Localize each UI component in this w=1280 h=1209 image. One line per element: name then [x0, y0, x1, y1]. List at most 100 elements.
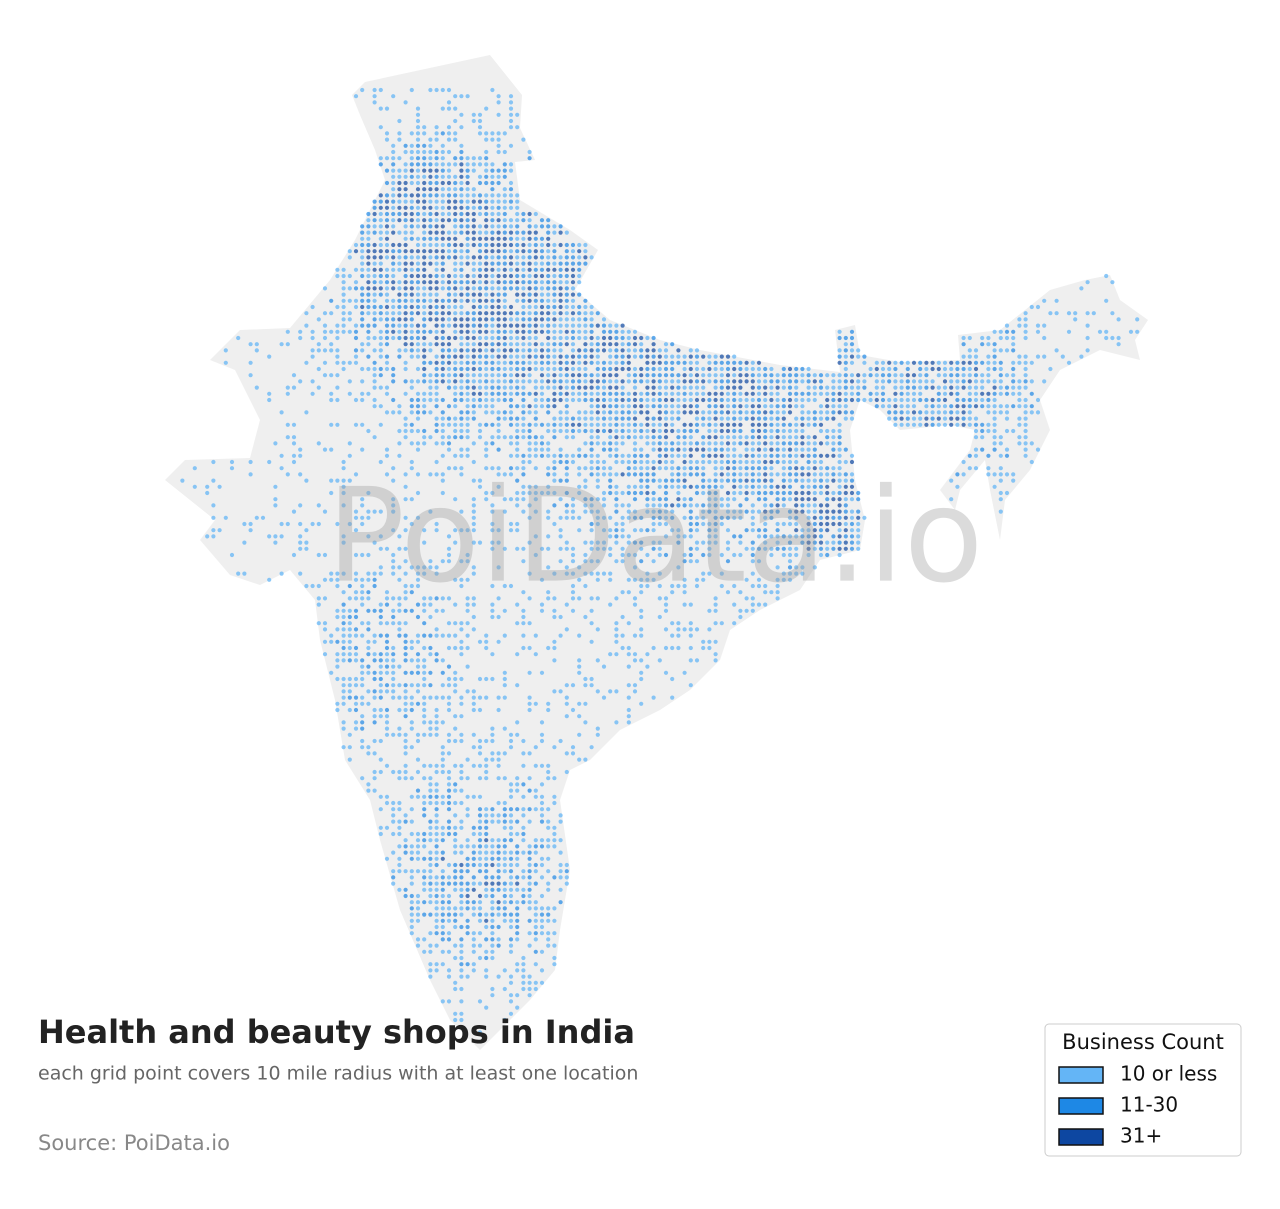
grid-point: [521, 236, 526, 241]
grid-point: [496, 862, 501, 868]
grid-point: [608, 360, 613, 365]
grid-point: [570, 311, 576, 316]
grid-point: [403, 273, 408, 279]
grid-point: [360, 521, 365, 527]
grid-point: [639, 658, 644, 663]
grid-point: [725, 497, 731, 502]
grid-point: [384, 602, 390, 607]
grid-point: [911, 379, 917, 384]
grid-point: [639, 478, 644, 483]
grid-point: [397, 627, 402, 632]
grid-point: [583, 757, 588, 762]
grid-point: [434, 125, 439, 130]
grid-point: [397, 242, 402, 248]
grid-point: [552, 776, 557, 781]
grid-point: [434, 528, 439, 533]
grid-point: [831, 540, 836, 545]
grid-point: [490, 422, 495, 427]
grid-point: [670, 404, 675, 409]
grid-point: [856, 385, 861, 390]
grid-point: [713, 397, 718, 403]
grid-point: [521, 590, 526, 595]
grid-point: [515, 354, 520, 359]
grid-point: [837, 354, 842, 359]
grid-point: [341, 645, 346, 651]
grid-point: [657, 552, 662, 558]
grid-point: [422, 180, 427, 186]
grid-point: [477, 342, 483, 347]
grid-point: [818, 509, 824, 514]
grid-point: [682, 552, 687, 558]
grid-point: [459, 862, 464, 868]
grid-point: [496, 174, 501, 179]
grid-point: [508, 273, 514, 279]
grid-point: [353, 528, 359, 533]
grid-point: [428, 782, 433, 787]
grid-point: [589, 354, 594, 359]
grid-point: [403, 366, 408, 372]
grid-point: [353, 286, 359, 291]
grid-point: [1023, 410, 1028, 415]
grid-point: [384, 652, 390, 657]
grid-point: [756, 478, 762, 483]
grid-point: [787, 521, 793, 527]
grid-point: [539, 602, 545, 607]
grid-point: [539, 267, 545, 272]
grid-point: [502, 887, 507, 892]
grid-point: [360, 267, 365, 272]
grid-point: [651, 645, 656, 651]
grid-point: [601, 490, 607, 496]
grid-point: [508, 112, 514, 117]
grid-point: [738, 453, 743, 458]
grid-point: [372, 360, 377, 365]
grid-point: [422, 887, 427, 892]
grid-point: [378, 664, 383, 669]
grid-point: [663, 379, 669, 384]
grid-point: [639, 577, 644, 582]
grid-point: [595, 559, 600, 564]
grid-point: [825, 540, 830, 545]
grid-point: [843, 410, 848, 415]
grid-point: [502, 224, 507, 229]
grid-point: [508, 366, 514, 372]
grid-point: [471, 242, 476, 248]
grid-point: [515, 652, 520, 657]
grid-point: [446, 707, 452, 713]
grid-point: [527, 571, 532, 576]
grid-point: [397, 323, 402, 328]
grid-point: [459, 472, 464, 477]
grid-point: [787, 515, 793, 520]
grid-point: [713, 360, 718, 365]
grid-point: [391, 193, 396, 198]
grid-point: [428, 360, 433, 365]
grid-point: [409, 292, 414, 297]
grid-point: [397, 800, 402, 806]
grid-point: [459, 763, 464, 768]
grid-point: [577, 292, 582, 297]
grid-point: [347, 745, 352, 750]
grid-point: [589, 559, 594, 564]
grid-point: [570, 596, 576, 601]
grid-point: [329, 490, 334, 496]
grid-point: [707, 546, 712, 551]
grid-point: [825, 484, 830, 489]
grid-point: [521, 831, 526, 837]
grid-point: [409, 794, 414, 799]
grid-point: [657, 503, 662, 508]
grid-point: [508, 435, 514, 440]
grid-point: [490, 199, 495, 204]
grid-point: [924, 360, 929, 365]
grid-point: [564, 373, 569, 378]
grid-point: [453, 137, 458, 142]
grid-point: [707, 497, 712, 502]
grid-point: [1023, 441, 1028, 446]
grid-point: [465, 242, 470, 248]
grid-point: [614, 497, 619, 502]
grid-point: [409, 658, 414, 663]
grid-point: [502, 261, 507, 266]
grid-point: [409, 521, 414, 527]
grid-point: [639, 484, 644, 489]
grid-point: [397, 230, 402, 235]
grid-point: [422, 236, 427, 241]
grid-point: [961, 342, 966, 347]
